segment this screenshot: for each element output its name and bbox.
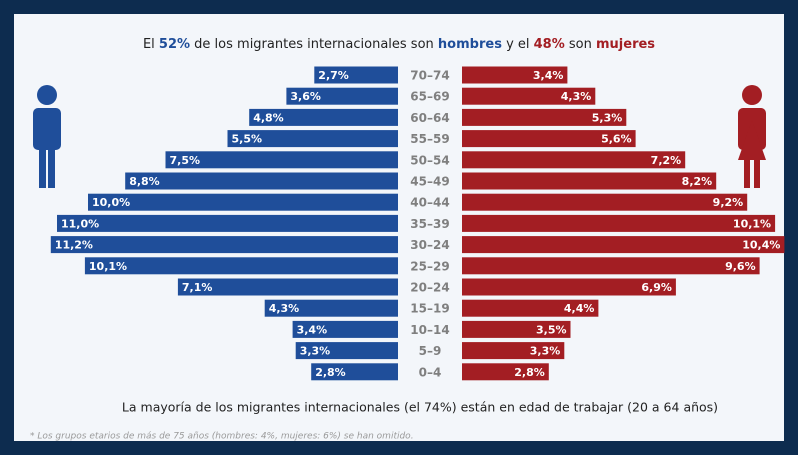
value-label: 2,8% [315,366,346,379]
title-part: son [565,37,596,52]
age-label: 65–69 [410,90,449,104]
value-label: 4,8% [253,111,284,124]
value-label: 7,1% [182,281,213,294]
value-label: 5,5% [232,133,263,146]
bar [462,320,571,338]
bar [227,130,398,148]
age-label: 5–9 [419,344,442,358]
bar [462,278,676,296]
title-part: y el [502,37,534,52]
chart-title: El 52% de los migrantes internacionales … [143,37,655,52]
age-label: 15–19 [410,302,449,316]
value-label: 3,5% [536,323,567,336]
value-label: 7,2% [651,154,682,167]
value-label: 5,6% [601,133,632,146]
bar [314,66,398,84]
value-label: 7,5% [170,154,201,167]
bar [462,130,636,148]
bar [50,236,399,254]
age-label: 50–54 [410,153,449,167]
value-label: 3,4% [297,323,328,336]
age-label: 10–14 [410,323,449,337]
value-label: 4,3% [269,302,300,315]
age-label: 45–49 [410,175,449,189]
value-label: 11,2% [55,239,93,252]
title-part: de los migrantes internacionales son [190,37,438,52]
value-label: 11,0% [61,217,99,230]
bar [462,151,686,169]
female-icon [738,85,766,188]
bar [462,66,568,84]
value-label: 8,8% [129,175,160,188]
bar [462,172,717,190]
bar [177,278,398,296]
bar [264,299,398,317]
value-label: 3,3% [300,345,331,358]
age-label: 30–24 [410,238,449,252]
value-label: 3,4% [533,69,564,82]
value-label: 9,2% [713,196,744,209]
value-label: 10,4% [742,239,780,252]
bar [462,257,760,275]
bar [462,236,785,254]
bar [462,342,565,360]
bar [125,172,398,190]
value-label: 3,6% [290,90,321,103]
bar [165,151,398,169]
value-label: 10,1% [89,260,127,273]
bar [462,108,627,126]
value-label: 4,3% [561,90,592,103]
age-label: 35–39 [410,217,449,231]
title-part: 48% [534,37,565,52]
bar [295,342,398,360]
bar [462,87,596,105]
bar [462,214,776,232]
value-label: 5,3% [592,111,623,124]
bar [286,87,398,105]
value-label: 2,7% [318,69,349,82]
male-icon [33,85,61,188]
bar [84,257,399,275]
title-part: hombres [438,37,502,52]
value-label: 10,1% [733,217,771,230]
bar [311,363,398,381]
age-label: 20–24 [410,281,449,295]
age-label: 55–59 [410,132,449,146]
bar [292,320,398,338]
bar [249,108,398,126]
bar [462,299,599,317]
value-label: 2,8% [514,366,545,379]
value-label: 4,4% [564,302,595,315]
value-label: 10,0% [92,196,130,209]
value-label: 9,6% [725,260,756,273]
age-label: 40–44 [410,196,449,210]
bar [462,363,549,381]
title-part: El [143,37,159,52]
value-label: 3,3% [530,345,561,358]
bar [462,193,748,211]
title-part: mujeres [596,37,655,52]
annotation: La mayoría de los migrantes internaciona… [122,400,718,415]
footnote: * Los grupos etarios de más de 75 años (… [30,432,414,442]
age-label: 25–29 [410,259,449,273]
title-part: 52% [159,37,190,52]
value-label: 6,9% [641,281,672,294]
age-label: 70–74 [410,69,449,83]
age-label: 60–64 [410,111,449,125]
bar [88,193,398,211]
bar [57,214,398,232]
value-label: 8,2% [682,175,713,188]
age-label: 0–4 [419,365,442,379]
